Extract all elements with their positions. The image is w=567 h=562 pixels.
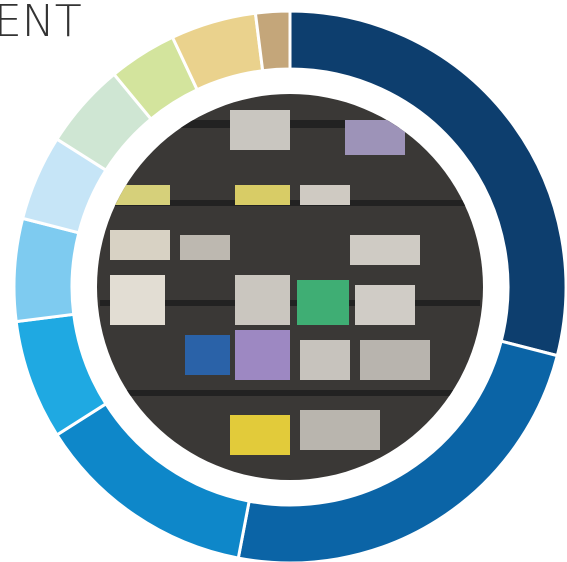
slice [253, 9, 292, 73]
center-photo [97, 94, 483, 480]
donut [12, 9, 567, 562]
chart-title: ENT [0, 0, 82, 47]
slice [12, 216, 81, 324]
